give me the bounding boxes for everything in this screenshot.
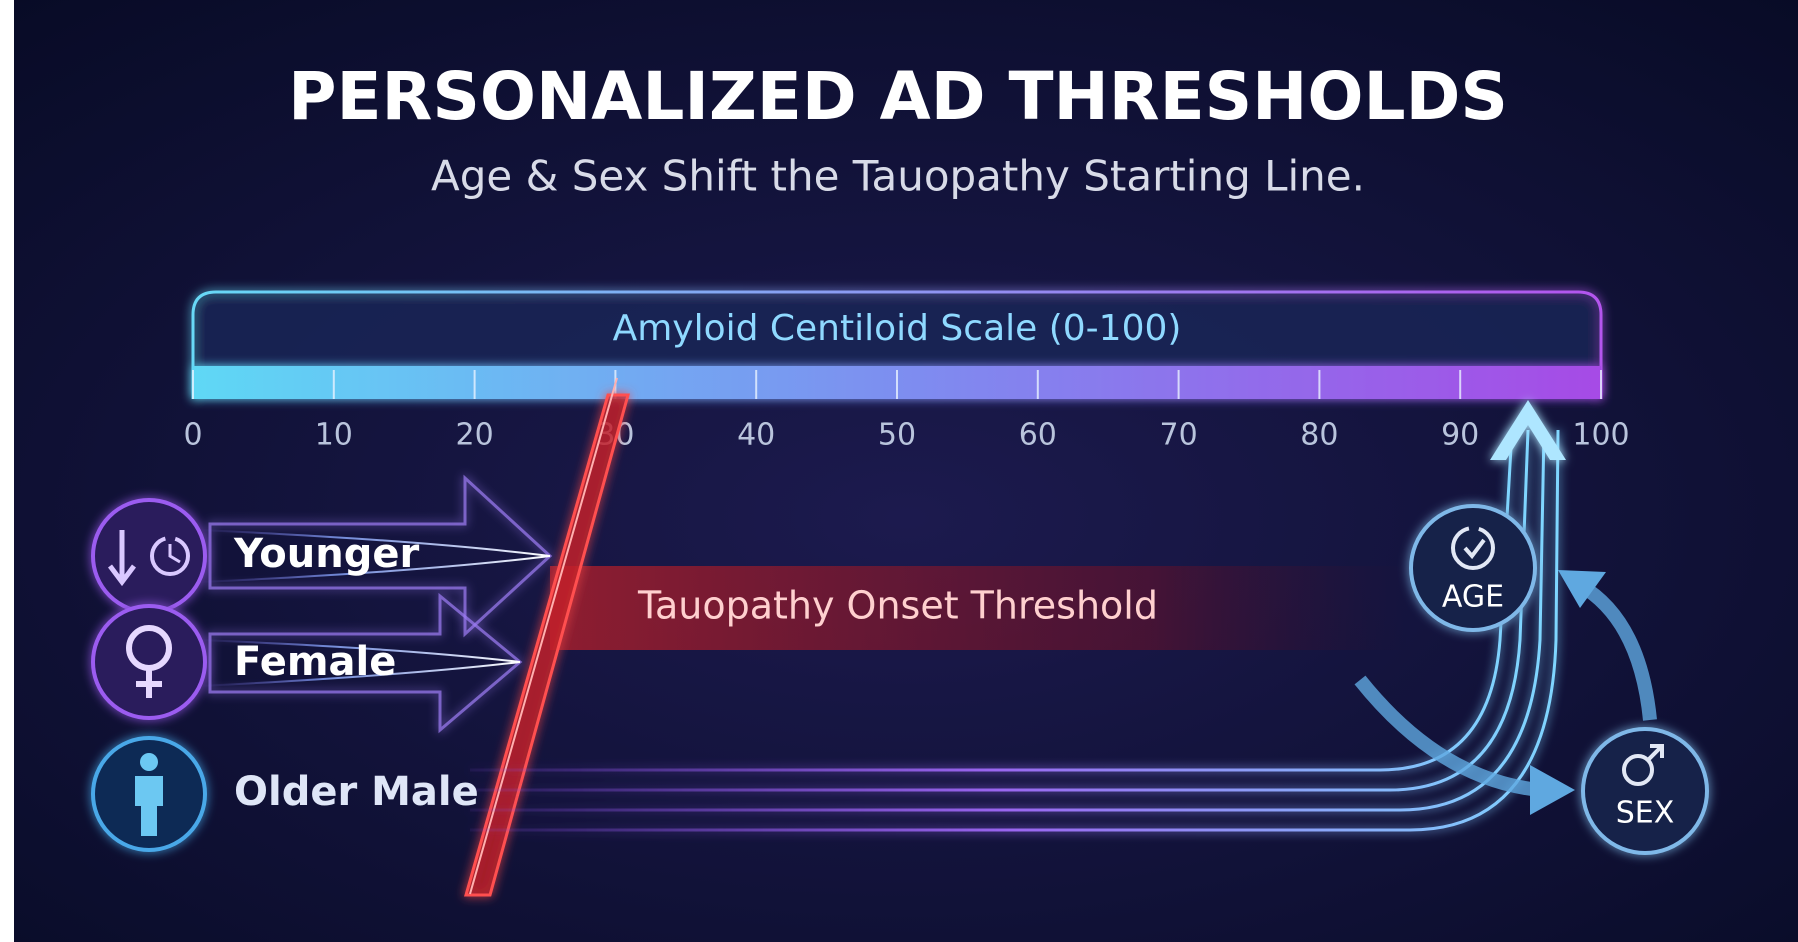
tick-label: 10 <box>315 418 353 453</box>
check-icon <box>1463 538 1486 560</box>
male-symbol <box>1622 754 1654 786</box>
title: PERSONALIZED AD THRESHOLDS <box>288 58 1508 135</box>
group-label: Younger <box>233 531 419 577</box>
curved-arrowhead <box>1558 570 1606 608</box>
curved-arrow <box>1576 578 1657 721</box>
male-symbol <box>1646 744 1664 762</box>
clock-hand <box>168 544 181 564</box>
threshold-label: Tauopathy Onset Threshold <box>637 584 1158 628</box>
person-body <box>135 776 163 836</box>
tick-label: 0 <box>183 418 202 453</box>
curved-arrowhead <box>1530 765 1575 815</box>
tick-label: 60 <box>1019 418 1057 453</box>
curved-arrow <box>1354 675 1541 797</box>
streak <box>199 555 551 583</box>
factor-label: SEX <box>1616 796 1675 831</box>
tick-label: 20 <box>456 418 494 453</box>
person-head <box>140 753 158 771</box>
tick-group: 0102030405060708090100 <box>183 370 1630 453</box>
clock-icon <box>150 536 190 576</box>
female-symbol <box>136 668 162 698</box>
tick-label: 90 <box>1441 418 1479 453</box>
female-arrow <box>208 592 523 734</box>
group-arrows <box>199 400 1657 832</box>
streak <box>199 661 521 687</box>
factors: AGE SEX <box>1409 504 1709 855</box>
sex-badge <box>1581 727 1709 855</box>
down-arrow-icon <box>108 530 136 587</box>
wall-highlight <box>469 377 618 895</box>
tick-label: 70 <box>1160 418 1198 453</box>
tick-label: 100 <box>1572 418 1629 453</box>
groups: Younger Female Older Male <box>91 498 479 852</box>
flow-line <box>470 429 1546 812</box>
flow-line <box>470 429 1530 792</box>
tick-label: 80 <box>1300 418 1338 453</box>
subtitle: Age & Sex Shift the Tauopathy Starting L… <box>431 152 1365 201</box>
tick-label: 40 <box>737 418 775 453</box>
flow-line <box>470 429 1514 772</box>
scale-label: Amyloid Centiloid Scale (0-100) <box>613 308 1182 349</box>
clock-icon <box>1451 526 1495 570</box>
streak <box>199 529 551 557</box>
scale-bar: Amyloid Centiloid Scale (0-100) 01020304… <box>183 290 1630 453</box>
tick-label: 50 <box>878 418 916 453</box>
group-label: Female <box>234 639 396 685</box>
group-label: Older Male <box>234 769 479 815</box>
younger-arrow <box>208 474 553 638</box>
factor-label: AGE <box>1442 580 1504 615</box>
streak <box>199 639 521 663</box>
threshold-band <box>550 566 1410 650</box>
female-icon <box>91 604 207 720</box>
flow-arrowhead <box>1490 400 1566 460</box>
